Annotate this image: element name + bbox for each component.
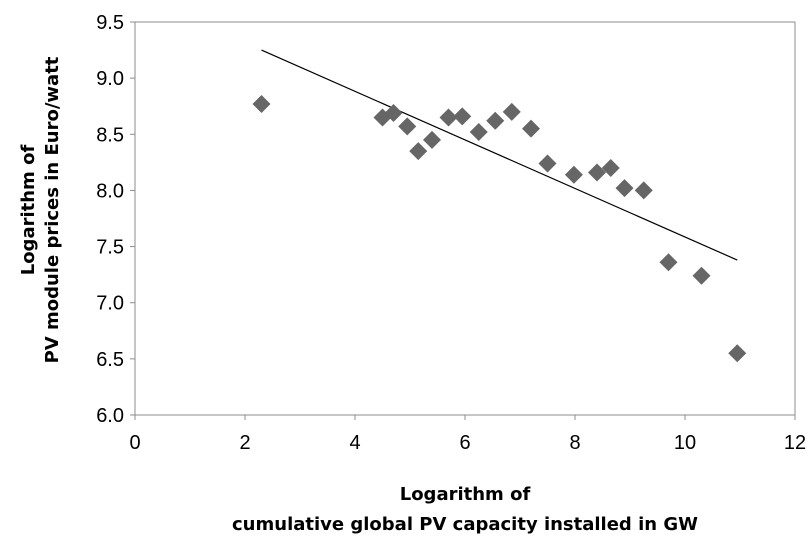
data-point <box>486 111 505 130</box>
data-point <box>564 165 583 184</box>
data-point <box>601 158 620 177</box>
plot-frame <box>134 21 796 416</box>
x-tick-label: 12 <box>784 432 806 454</box>
x-tick-label: 8 <box>569 432 580 454</box>
data-point <box>502 102 521 121</box>
data-point <box>728 344 747 363</box>
trendline <box>261 49 738 261</box>
y-tick-label: 9.0 <box>96 68 124 90</box>
y-tick-label: 7.0 <box>96 293 124 315</box>
y-axis-ticks: 6.0 6.5 7.0 7.5 8.0 8.5 9.0 9.5 <box>96 12 135 427</box>
data-point <box>538 154 557 173</box>
trendline-group <box>261 49 738 261</box>
y-axis-title-line1: Logarithm of <box>18 145 39 276</box>
data-points <box>252 94 747 363</box>
data-point <box>423 130 441 149</box>
y-tick-label: 8.0 <box>96 180 124 202</box>
x-axis-title-line1: Logarithm of <box>400 484 531 505</box>
x-tick-label: 2 <box>239 432 250 454</box>
data-point <box>469 123 488 142</box>
data-point <box>453 107 472 126</box>
data-point <box>615 179 634 198</box>
x-tick-label: 10 <box>674 432 696 454</box>
y-tick-label: 6.0 <box>96 405 124 427</box>
data-point <box>384 103 403 122</box>
x-axis-title-line2: cumulative global PV capacity installed … <box>232 514 698 535</box>
data-point <box>252 94 271 113</box>
data-point <box>522 119 540 138</box>
data-point <box>439 108 458 127</box>
x-axis-ticks: 0 2 4 6 8 10 12 <box>129 415 806 454</box>
x-tick-label: 0 <box>129 432 140 454</box>
y-tick-label: 8.5 <box>96 124 124 146</box>
data-point <box>692 266 711 285</box>
x-tick-label: 4 <box>349 432 360 454</box>
y-tick-label: 7.5 <box>96 237 124 259</box>
x-tick-label: 6 <box>459 432 470 454</box>
data-point <box>659 253 678 272</box>
data-point <box>634 181 653 200</box>
data-point <box>409 142 428 161</box>
y-axis-title-line2: PV module prices in Euro/watt <box>42 56 63 363</box>
data-point <box>398 117 417 136</box>
y-tick-label: 9.5 <box>96 12 124 34</box>
plot-area <box>134 21 796 416</box>
data-point <box>588 163 606 182</box>
y-tick-label: 6.5 <box>96 349 124 371</box>
